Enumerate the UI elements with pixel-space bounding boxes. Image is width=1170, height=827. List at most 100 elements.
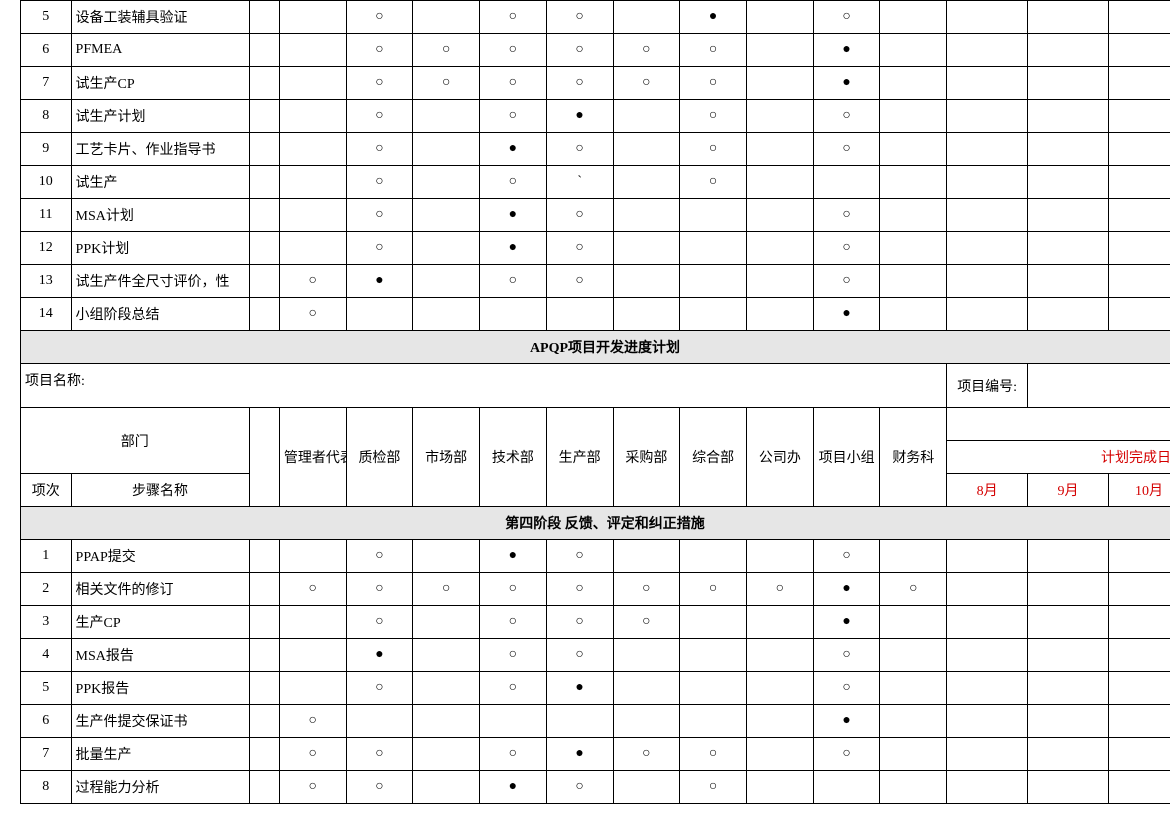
row-name: PPK报告 <box>71 672 249 705</box>
cell <box>249 672 279 705</box>
cell <box>249 298 279 331</box>
cell: ○ <box>546 199 613 232</box>
cell <box>279 540 346 573</box>
cell-blank <box>1028 34 1109 67</box>
cell <box>546 705 613 738</box>
cell <box>680 298 747 331</box>
cell <box>746 639 813 672</box>
cell-blank <box>947 100 1028 133</box>
step-label: 步骤名称 <box>71 474 249 507</box>
cell: ○ <box>813 540 880 573</box>
cell: ● <box>480 199 547 232</box>
cell <box>279 199 346 232</box>
cell: ○ <box>279 265 346 298</box>
row-num: 8 <box>21 100 72 133</box>
stage4-header: 第四阶段 反馈、评定和纠正措施 <box>21 507 1170 540</box>
cell-blank <box>947 232 1028 265</box>
cell-blank <box>1108 34 1170 67</box>
row-num: 13 <box>21 265 72 298</box>
row-name: 设备工装辅具验证 <box>71 1 249 34</box>
cell: ○ <box>480 573 547 606</box>
cell-blank <box>1028 100 1109 133</box>
cell-blank <box>1028 67 1109 100</box>
cell <box>880 67 947 100</box>
cell <box>746 1 813 34</box>
cell <box>880 265 947 298</box>
cell <box>680 540 747 573</box>
cell <box>746 67 813 100</box>
cell <box>480 298 547 331</box>
row-num: 14 <box>21 298 72 331</box>
cell <box>546 298 613 331</box>
cell: ○ <box>813 100 880 133</box>
dept-6: 综合部 <box>680 408 747 507</box>
cell <box>746 705 813 738</box>
row-name: PPK计划 <box>71 232 249 265</box>
cell: ○ <box>346 540 413 573</box>
cell <box>880 232 947 265</box>
cell <box>249 199 279 232</box>
row-num: 8 <box>21 771 72 804</box>
row-name: PFMEA <box>71 34 249 67</box>
cell <box>613 232 680 265</box>
cell: ○ <box>413 34 480 67</box>
cell-blank <box>1108 672 1170 705</box>
cell: ● <box>346 265 413 298</box>
cell-blank <box>1028 199 1109 232</box>
cell: ● <box>546 100 613 133</box>
cell <box>413 771 480 804</box>
cell <box>413 232 480 265</box>
row-name: 生产CP <box>71 606 249 639</box>
cell-blank <box>1108 771 1170 804</box>
cell-blank <box>947 771 1028 804</box>
row-num: 1 <box>21 540 72 573</box>
cell <box>746 298 813 331</box>
cell: ○ <box>680 67 747 100</box>
cell-blank <box>1108 166 1170 199</box>
cell: ○ <box>546 1 613 34</box>
cell-blank <box>1108 738 1170 771</box>
cell <box>880 771 947 804</box>
cell: ○ <box>480 34 547 67</box>
cell <box>279 1 346 34</box>
cell-blank <box>1028 573 1109 606</box>
sched-suffix: 计 <box>947 408 1170 441</box>
cell <box>680 199 747 232</box>
cell: ○ <box>346 199 413 232</box>
row-name: 生产件提交保证书 <box>71 705 249 738</box>
project-name-label: 项目名称: <box>21 364 947 408</box>
cell-blank <box>1028 232 1109 265</box>
cell: ○ <box>346 34 413 67</box>
row-name: 批量生产 <box>71 738 249 771</box>
cell <box>613 166 680 199</box>
cell <box>413 705 480 738</box>
cell: ● <box>480 133 547 166</box>
cell: ○ <box>680 34 747 67</box>
cell <box>279 34 346 67</box>
cell: ○ <box>546 573 613 606</box>
row-name: 工艺卡片、作业指导书 <box>71 133 249 166</box>
cell <box>279 232 346 265</box>
cell: ● <box>480 540 547 573</box>
cell-blank <box>1108 639 1170 672</box>
cell <box>249 1 279 34</box>
cell <box>613 265 680 298</box>
cell: ○ <box>480 606 547 639</box>
cell: ○ <box>346 100 413 133</box>
cell <box>680 265 747 298</box>
cell-blank <box>1108 133 1170 166</box>
row-num: 7 <box>21 67 72 100</box>
cell <box>880 738 947 771</box>
cell-blank <box>947 606 1028 639</box>
row-num: 11 <box>21 199 72 232</box>
row-num: 10 <box>21 166 72 199</box>
cell <box>746 738 813 771</box>
row-name: 试生产计划 <box>71 100 249 133</box>
cell <box>880 298 947 331</box>
cell-blank <box>1028 166 1109 199</box>
cell-blank <box>1028 771 1109 804</box>
cell: ○ <box>346 1 413 34</box>
cell: ○ <box>680 738 747 771</box>
cell: ○ <box>480 67 547 100</box>
cell <box>249 771 279 804</box>
